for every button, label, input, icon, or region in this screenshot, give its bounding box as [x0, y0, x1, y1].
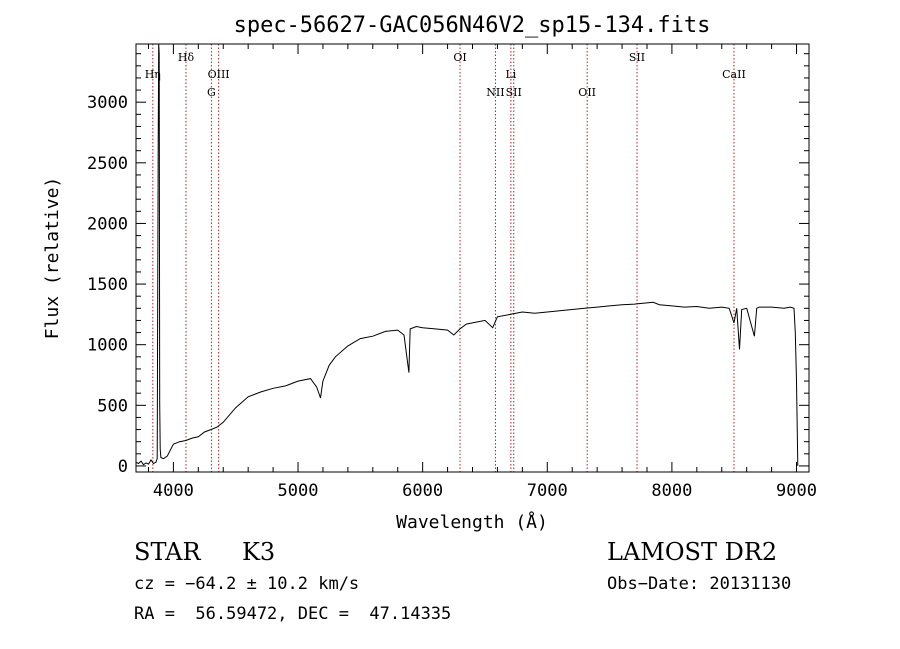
- x-tick-label: 7000: [527, 481, 568, 501]
- line-marker-label: OIII: [208, 68, 230, 81]
- y-tick-label: 3000: [87, 93, 128, 113]
- x-tick-label: 5000: [278, 481, 319, 501]
- y-axis: 0 500 1000 1500 2000 2500 3000: [87, 53, 809, 477]
- line-marker-label: CaII: [722, 68, 746, 81]
- y-tick-label: 2000: [87, 214, 128, 234]
- redshift-cz: cz = −64.2 ± 10.2 km/s: [134, 574, 360, 594]
- ra-dec: RA = 56.59472, DEC = 47.14335: [134, 604, 452, 624]
- survey-name: LAMOST DR2: [607, 538, 778, 566]
- y-axis-label: Flux (relative): [42, 177, 63, 340]
- line-marker-label: Hδ: [178, 51, 195, 64]
- line-marker-label: OII: [578, 86, 596, 99]
- x-tick-label: 8000: [651, 481, 692, 501]
- spectral-line-markers: [152, 44, 735, 472]
- x-axis: 4000 5000 6000 7000 8000 9000: [147, 44, 817, 501]
- object-class: STAR: [134, 538, 201, 566]
- object-subclass: K3: [242, 538, 276, 566]
- chart-title: spec-56627-GAC056N46V2_sp15-134.fits: [234, 13, 711, 38]
- line-marker-label: SII: [506, 86, 522, 99]
- line-marker-label: Hη: [145, 68, 161, 81]
- line-marker-label: NII: [486, 86, 504, 99]
- y-tick-label: 500: [97, 396, 128, 416]
- x-axis-label: Wavelength (Å): [396, 511, 548, 533]
- line-marker-label: SII: [629, 51, 645, 64]
- y-tick-label: 1000: [87, 336, 128, 356]
- line-marker-label: Li: [505, 68, 516, 81]
- y-tick-label: 0: [118, 457, 128, 477]
- plot-frame: [135, 43, 810, 473]
- x-tick-label: 6000: [402, 481, 443, 501]
- line-marker-label: G: [207, 86, 216, 99]
- spectrum-line: [135, 43, 799, 466]
- y-tick-label: 1500: [87, 275, 128, 295]
- x-tick-label: 9000: [776, 481, 817, 501]
- y-tick-label: 2500: [87, 154, 128, 174]
- line-marker-label: OI: [453, 51, 466, 64]
- obs-date: Obs−Date: 20131130: [607, 574, 792, 594]
- x-tick-label: 4000: [153, 481, 194, 501]
